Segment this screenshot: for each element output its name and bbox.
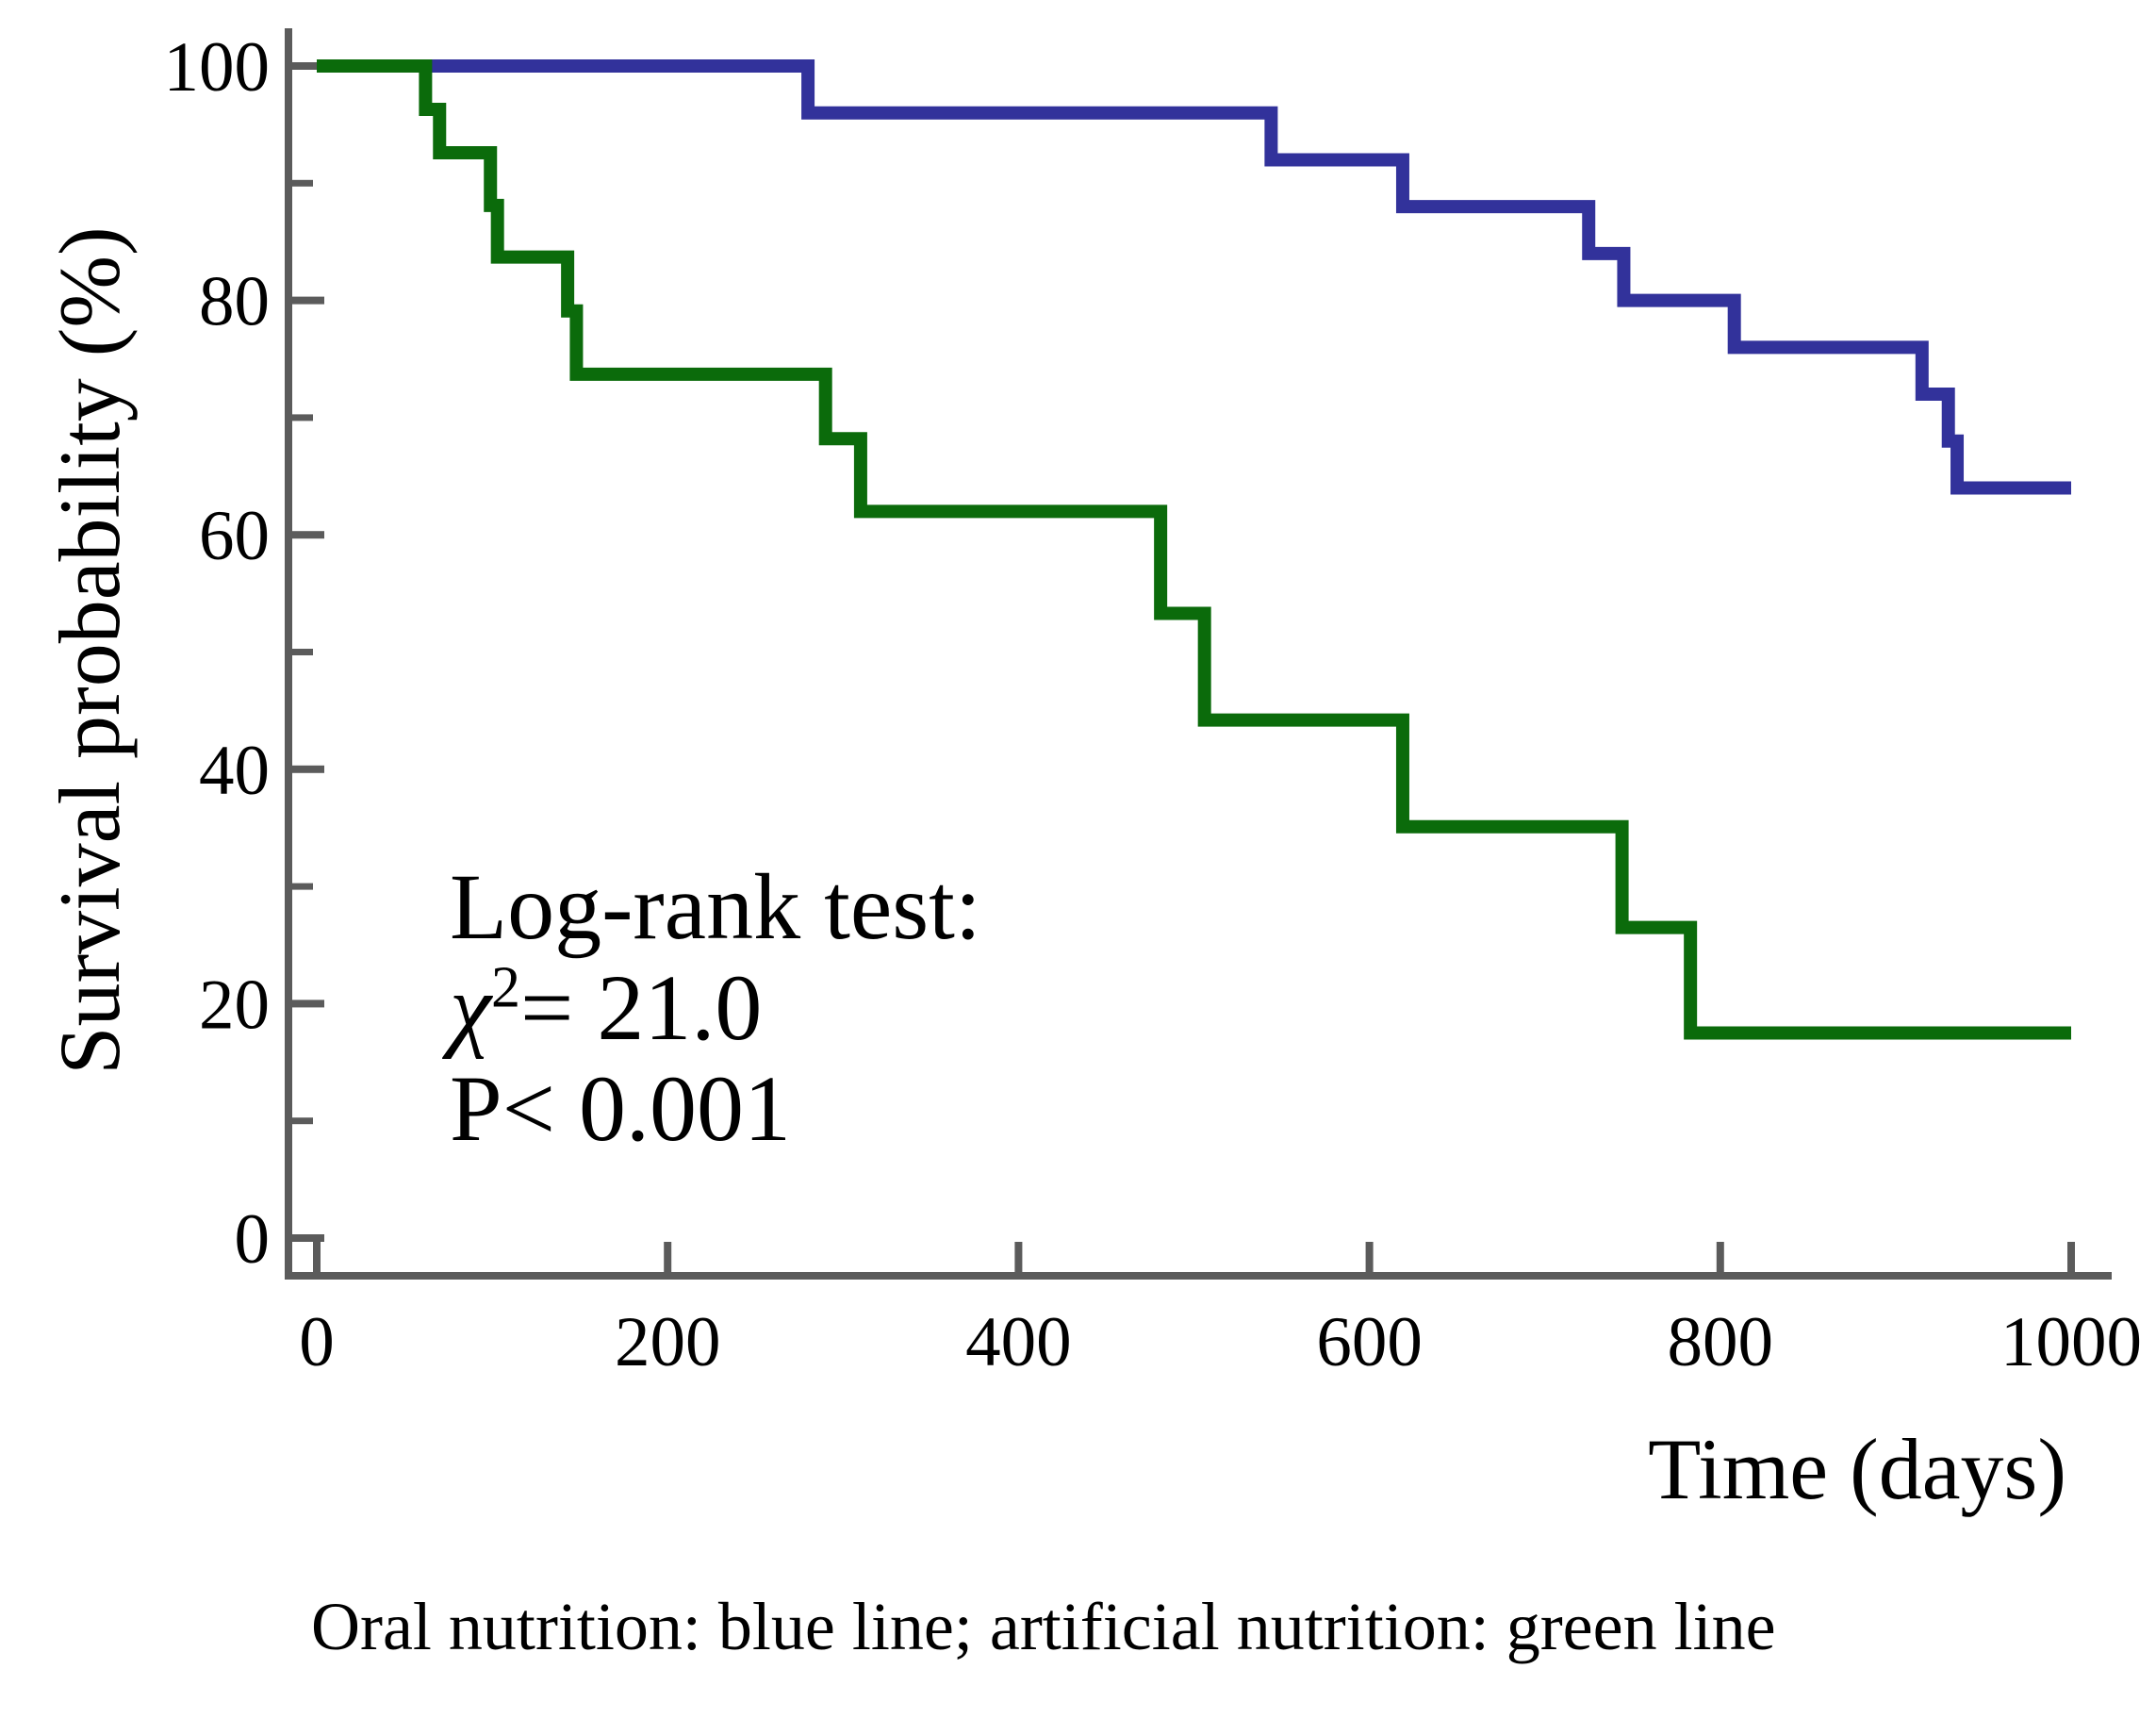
- y-tick-label: 80: [199, 263, 270, 341]
- artificial-nutrition-curve: [317, 59, 2071, 1040]
- legend-caption: Oral nutrition: blue line; artificial nu…: [311, 1589, 1776, 1664]
- y-tick-label: 100: [164, 28, 271, 107]
- x-tick-label: 600: [1316, 1303, 1423, 1381]
- y-tick-label: 0: [235, 1200, 271, 1279]
- logrank-pvalue: P< 0.001: [450, 1056, 792, 1161]
- y-tick-major: [292, 62, 324, 70]
- oral-nutrition-curve: [317, 59, 2071, 495]
- chi-value: = 21.0: [520, 955, 763, 1060]
- chi-exponent: 2: [491, 955, 520, 1020]
- y-tick-label: 20: [199, 966, 270, 1044]
- x-tick-label: 0: [299, 1303, 335, 1381]
- chi-symbol: χ: [450, 955, 491, 1060]
- x-tick-major: [1716, 1242, 1724, 1272]
- x-tick-major: [1014, 1242, 1023, 1272]
- y-tick-minor: [292, 883, 313, 890]
- y-tick-minor: [292, 649, 313, 655]
- y-tick-major: [292, 1000, 324, 1008]
- y-axis-title: Survival probability (%): [41, 226, 138, 1075]
- y-tick-minor: [292, 179, 313, 187]
- x-tick-major: [1365, 1242, 1374, 1272]
- x-tick-label: 200: [615, 1303, 721, 1381]
- y-tick-label: 60: [199, 497, 270, 575]
- y-tick-minor: [292, 414, 313, 421]
- x-axis-title: Time (days): [1648, 1421, 2066, 1517]
- logrank-line1: Log-rank test:: [450, 854, 981, 959]
- x-tick-major: [664, 1242, 672, 1272]
- x-tick-label: 400: [965, 1303, 1072, 1381]
- x-tick-label: 800: [1668, 1303, 1774, 1381]
- y-tick-label: 40: [199, 732, 270, 810]
- logrank-annotation: Log-rank test: χ2= 21.0 P< 0.001: [450, 856, 981, 1159]
- x-tick-label: 1000: [2000, 1303, 2142, 1381]
- y-tick-major: [292, 531, 324, 539]
- x-axis-line: [285, 1272, 2112, 1280]
- y-axis-line: [285, 28, 292, 1280]
- x-tick-major: [2067, 1242, 2075, 1272]
- y-tick-major: [292, 1234, 324, 1242]
- y-tick-major: [292, 296, 324, 305]
- y-tick-major: [292, 765, 324, 773]
- x-tick-major: [313, 1242, 321, 1272]
- logrank-chi-line: χ2= 21.0: [450, 957, 981, 1058]
- y-tick-minor: [292, 1117, 313, 1125]
